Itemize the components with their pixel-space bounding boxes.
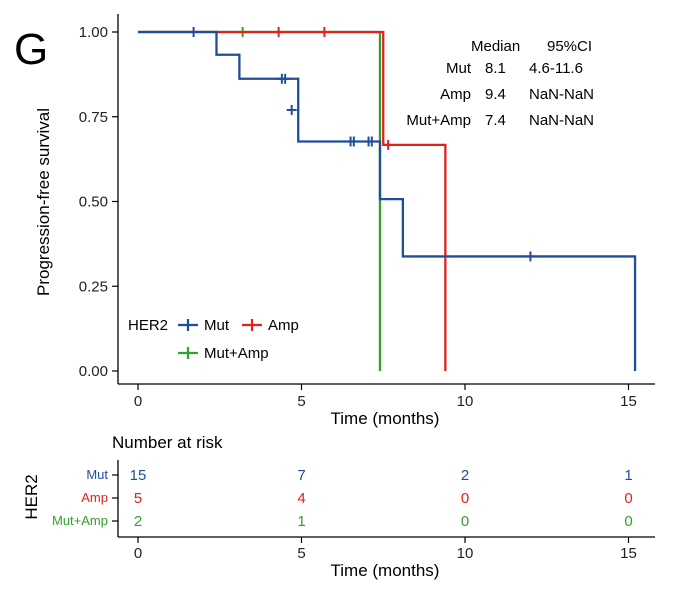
- legend-label: Amp: [268, 317, 299, 334]
- x-tick-label: 0: [134, 393, 142, 410]
- risk-y-axis-title: HER2: [22, 474, 41, 519]
- y-tick-label: 0.00: [79, 363, 108, 380]
- risk-count: 1: [624, 467, 632, 484]
- risk-count: 0: [624, 513, 632, 530]
- km-curve-mut: [138, 30, 637, 371]
- x-tick-label: 5: [297, 393, 305, 410]
- y-tick-label: 1.00: [79, 24, 108, 41]
- median-row-ci: 4.6-11.6: [529, 60, 583, 77]
- censor-mark-amp: [383, 139, 394, 150]
- risk-count: 0: [461, 513, 469, 530]
- km-plot-ticks: 0 5 10 15 0.00 0.25 0.50 0.75 1.00: [79, 24, 637, 410]
- median-row-ci: NaN-NaN: [529, 86, 594, 103]
- risk-table-title: Number at risk: [112, 433, 223, 452]
- risk-x-axis-title: Time (months): [331, 561, 440, 580]
- censor-mark-mut: [280, 73, 291, 84]
- km-curve-mut-amp: [138, 30, 382, 371]
- median-row-group: Mut: [446, 60, 472, 77]
- censor-mark-amp: [273, 27, 284, 37]
- risk-row-label: Mut+Amp: [52, 513, 108, 528]
- risk-table-axes: [117, 460, 655, 538]
- median-row-group: Amp: [440, 86, 471, 103]
- y-tick-label: 0.50: [79, 194, 108, 211]
- risk-count: 0: [461, 490, 469, 507]
- y-tick-label: 0.25: [79, 278, 108, 295]
- risk-count: 2: [461, 467, 469, 484]
- ci-header: 95%CI: [547, 38, 592, 55]
- x-axis-title: Time (months): [331, 409, 440, 428]
- risk-count: 1: [297, 513, 305, 530]
- censor-mark-mut: [366, 136, 377, 147]
- censor-mark-mut: [525, 251, 536, 262]
- risk-x-tick-label: 5: [297, 545, 305, 562]
- legend-title: HER2: [128, 317, 168, 334]
- risk-count: 5: [134, 490, 142, 507]
- median-row-value: 7.4: [485, 112, 506, 129]
- median-row-group: Mut+Amp: [406, 112, 471, 129]
- risk-count: 0: [624, 490, 632, 507]
- y-axis-title: Progression-free survival: [34, 108, 53, 296]
- risk-count: 4: [297, 490, 305, 507]
- censor-mark-mut: [286, 104, 297, 115]
- median-row-value: 8.1: [485, 60, 506, 77]
- risk-count: 7: [297, 467, 305, 484]
- risk-count: 2: [134, 513, 142, 530]
- censor-mark-mut: [348, 136, 359, 147]
- risk-row-label: Amp: [81, 490, 108, 505]
- km-plot-axes: [117, 14, 655, 385]
- risk-x-tick-label: 15: [620, 545, 637, 562]
- legend: HER2 Mut Amp Mut+Amp: [128, 317, 299, 362]
- median-header: Median: [471, 38, 520, 55]
- median-table: Median 95%CI Mut 8.1 4.6-11.6 Amp 9.4 Na…: [406, 38, 594, 129]
- legend-item-amp: Amp: [242, 317, 299, 334]
- risk-count: 15: [130, 467, 147, 484]
- risk-x-tick-label: 0: [134, 545, 142, 562]
- median-row-value: 9.4: [485, 86, 506, 103]
- x-tick-label: 15: [620, 393, 637, 410]
- panel-label: G: [14, 25, 48, 74]
- censor-mark-amp: [319, 27, 330, 37]
- legend-item-mut: Mut: [178, 317, 230, 334]
- risk-x-tick-label: 10: [457, 545, 474, 562]
- legend-label: Mut: [204, 317, 230, 334]
- median-row-ci: NaN-NaN: [529, 112, 594, 129]
- legend-label: Mut+Amp: [204, 345, 269, 362]
- risk-row-label: Mut: [86, 467, 108, 482]
- censor-mark-mut: [188, 27, 199, 37]
- y-tick-label: 0.75: [79, 109, 108, 126]
- x-tick-label: 10: [457, 393, 474, 410]
- km-curves: [138, 27, 637, 371]
- legend-item-mut-amp: Mut+Amp: [178, 345, 269, 362]
